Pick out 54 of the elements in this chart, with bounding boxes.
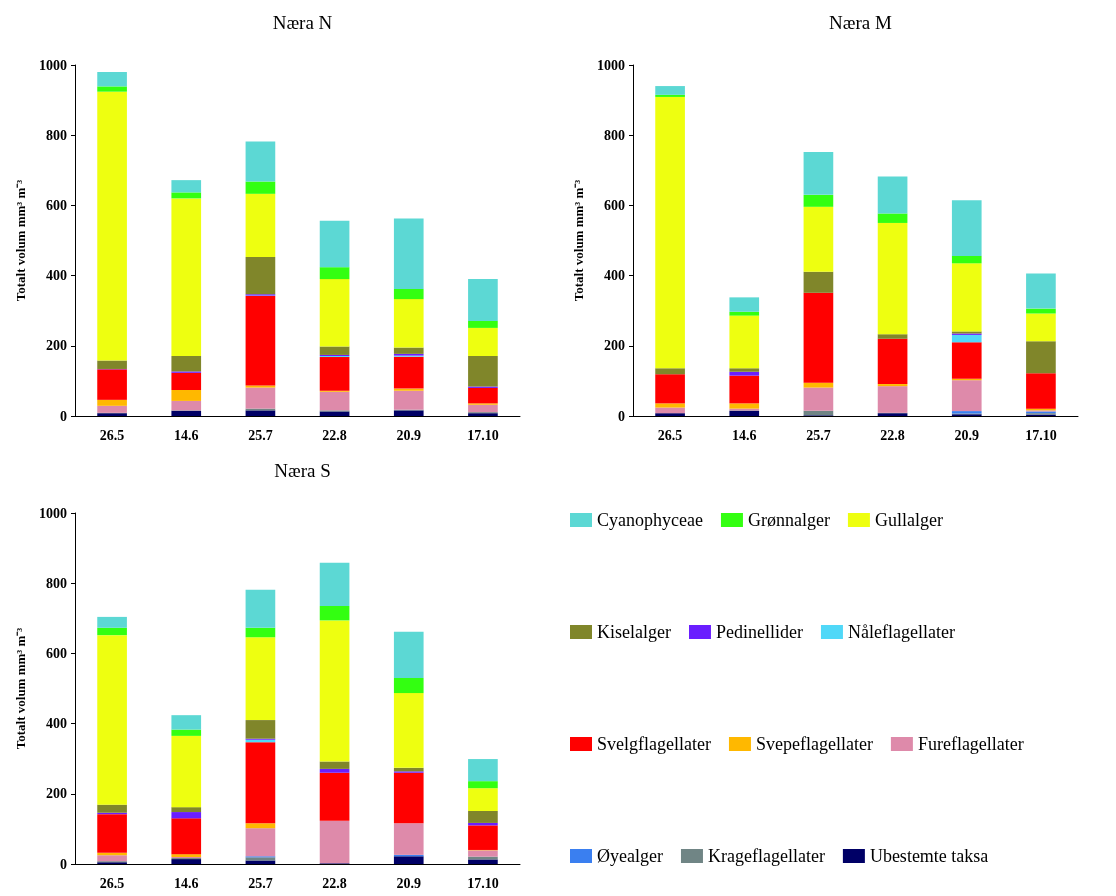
x-tick-label: 22.8 xyxy=(880,427,905,443)
legend-label: Nåleflagellater xyxy=(847,622,955,642)
legend-label: Kiselalger xyxy=(597,622,671,642)
legend-label: Cyanophyceae xyxy=(597,510,703,530)
x-tick-label: 20.9 xyxy=(396,427,421,443)
y-tick-label: 800 xyxy=(46,575,67,591)
legend-label: Grønnalger xyxy=(747,510,830,530)
legend-label: Gullalger xyxy=(874,510,943,530)
y-tick-label: 0 xyxy=(60,856,67,872)
x-tick-label: 17.10 xyxy=(1025,427,1057,443)
x-tick-label: 14.6 xyxy=(174,875,199,891)
y-axis-title: Totalt volum mm³ m⁻³ xyxy=(571,179,586,302)
x-tick-label: 25.7 xyxy=(248,427,273,443)
y-tick-label: 800 xyxy=(46,127,67,143)
x-tick-label: 17.10 xyxy=(467,427,499,443)
legend-label: Pedinellider xyxy=(715,622,803,642)
y-tick-label: 400 xyxy=(604,268,625,284)
y-tick-label: 1000 xyxy=(39,57,67,73)
legend-label: Ubestemte taksa xyxy=(869,846,989,866)
x-tick-label: 25.7 xyxy=(248,875,273,891)
y-tick-label: 1000 xyxy=(39,505,67,521)
x-tick-label: 17.10 xyxy=(467,875,499,891)
chart-title: Næra M xyxy=(829,12,892,33)
y-tick-label: 600 xyxy=(604,197,625,213)
y-axis-title: Totalt volum mm³ m⁻³ xyxy=(13,627,28,750)
chart-title: Næra S xyxy=(274,460,331,481)
x-tick-label: 26.5 xyxy=(99,427,125,443)
legend-label: Svelgflagellater xyxy=(597,734,711,754)
x-tick-label: 20.9 xyxy=(954,427,979,443)
legend-label: Svepeflagellater xyxy=(755,734,873,754)
y-tick-label: 400 xyxy=(46,268,67,284)
x-tick-label: 25.7 xyxy=(806,427,831,443)
chart-title: Næra N xyxy=(272,12,333,33)
y-axis-title: Totalt volum mm³ m⁻³ xyxy=(13,179,28,302)
y-tick-label: 200 xyxy=(604,338,625,354)
x-tick-label: 26.5 xyxy=(99,875,125,891)
x-tick-label: 14.6 xyxy=(732,427,757,443)
y-tick-label: 600 xyxy=(46,645,67,661)
legend-label: Krageflagellater xyxy=(707,846,825,866)
x-tick-label: 26.5 xyxy=(657,427,683,443)
x-tick-label: 22.8 xyxy=(322,427,347,443)
y-tick-label: 0 xyxy=(60,408,67,424)
y-tick-label: 200 xyxy=(46,338,67,354)
y-tick-label: 0 xyxy=(618,408,625,424)
legend-label: Øyealger xyxy=(597,846,663,866)
y-tick-label: 400 xyxy=(46,716,67,732)
legend-label: Fureflagellater xyxy=(917,734,1024,754)
x-tick-label: 14.6 xyxy=(174,427,199,443)
y-tick-label: 600 xyxy=(46,197,67,213)
x-tick-label: 22.8 xyxy=(322,875,347,891)
y-tick-label: 200 xyxy=(46,786,67,802)
x-tick-label: 20.9 xyxy=(396,875,421,891)
y-tick-label: 800 xyxy=(604,127,625,143)
y-tick-label: 1000 xyxy=(597,57,625,73)
